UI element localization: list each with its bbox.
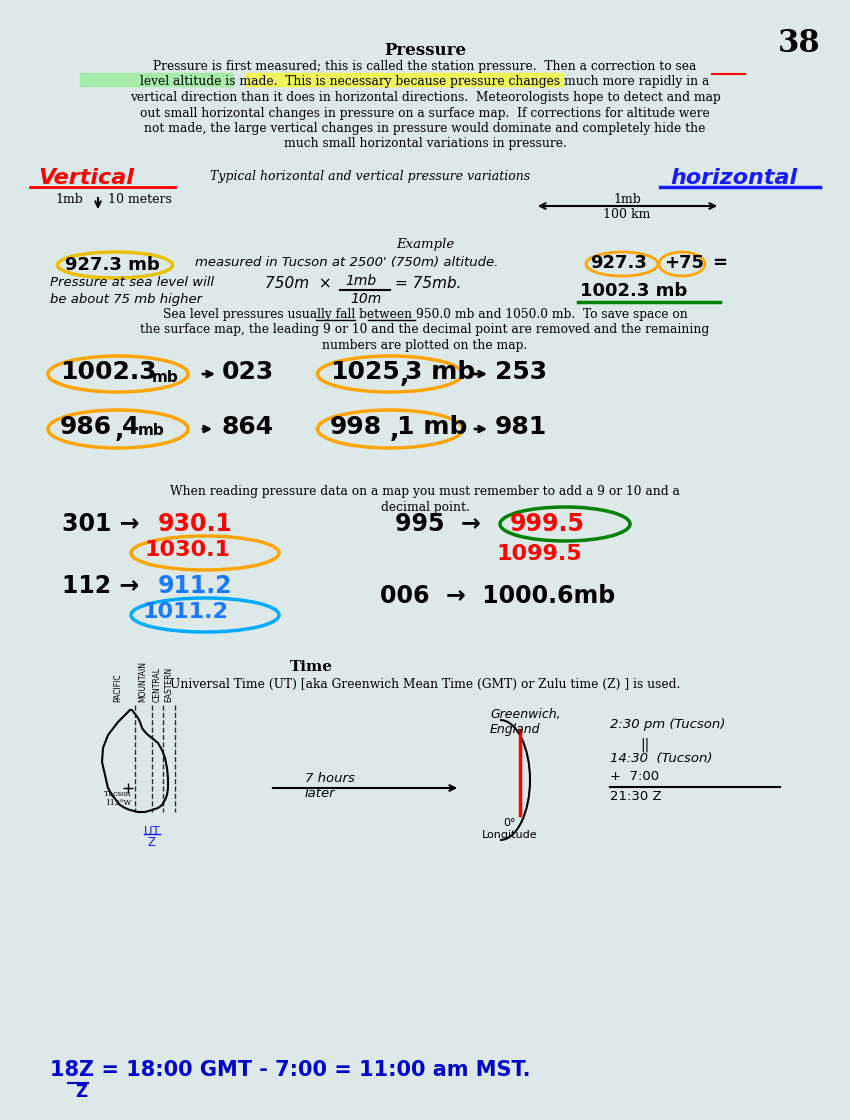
Text: +  7:00: + 7:00 xyxy=(610,771,659,783)
Bar xyxy=(245,73,563,86)
Text: much small horizontal variations in pressure.: much small horizontal variations in pres… xyxy=(284,138,566,150)
Text: 14:30  (Tucson): 14:30 (Tucson) xyxy=(610,752,712,765)
Text: Tucson
112°W: Tucson 112°W xyxy=(105,790,132,808)
Text: 986: 986 xyxy=(60,416,112,439)
Text: ,: , xyxy=(400,363,410,388)
Text: 999.5: 999.5 xyxy=(510,512,585,536)
Text: Longitude: Longitude xyxy=(482,830,538,840)
Text: decimal point.: decimal point. xyxy=(381,501,469,513)
Text: 1011.2: 1011.2 xyxy=(143,603,229,622)
Text: horizontal: horizontal xyxy=(670,168,797,188)
Text: 7 hours
later: 7 hours later xyxy=(305,772,354,800)
Text: 10m: 10m xyxy=(350,292,382,306)
Text: Z: Z xyxy=(148,836,156,849)
Text: 927.3 mb: 927.3 mb xyxy=(65,256,160,274)
Text: 1 mb: 1 mb xyxy=(397,416,468,439)
Text: 006  →  1000.6mb: 006 → 1000.6mb xyxy=(380,584,615,608)
Text: 998: 998 xyxy=(330,416,382,439)
Text: Pressure at sea level will
be about 75 mb higher: Pressure at sea level will be about 75 m… xyxy=(50,276,214,306)
Text: 1030.1: 1030.1 xyxy=(145,540,231,560)
Text: not made, the large vertical changes in pressure would dominate and completely h: not made, the large vertical changes in … xyxy=(144,122,705,136)
Text: 253: 253 xyxy=(495,360,547,384)
Text: Time: Time xyxy=(290,660,333,674)
Text: 750m  ×: 750m × xyxy=(265,276,332,291)
Text: 864: 864 xyxy=(222,416,274,439)
Text: mb: mb xyxy=(152,370,178,385)
Text: out small horizontal changes in pressure on a surface map.  If corrections for a: out small horizontal changes in pressure… xyxy=(140,106,710,120)
Text: 981: 981 xyxy=(495,416,547,439)
Text: numbers are plotted on the map.: numbers are plotted on the map. xyxy=(322,339,528,352)
Text: 1025: 1025 xyxy=(330,360,400,384)
Text: Greenwich,
England: Greenwich, England xyxy=(490,708,561,736)
Text: the surface map, the leading 9 or 10 and the decimal point are removed and the r: the surface map, the leading 9 or 10 and… xyxy=(140,324,710,336)
Text: measured in Tucson at 2500' (750m) altitude.: measured in Tucson at 2500' (750m) altit… xyxy=(195,256,498,269)
Text: Sea level pressures usually fall between 950.0 mb and 1050.0 mb.  To save space : Sea level pressures usually fall between… xyxy=(162,308,688,321)
Text: Typical horizontal and vertical pressure variations: Typical horizontal and vertical pressure… xyxy=(210,170,530,183)
Text: +75: +75 xyxy=(664,254,704,272)
Text: Vertical: Vertical xyxy=(38,168,133,188)
Text: Universal Time (UT) [aka Greenwich Mean Time (GMT) or Zulu time (Z) ] is used.: Universal Time (UT) [aka Greenwich Mean … xyxy=(170,678,680,691)
Text: When reading pressure data on a map you must remember to add a 9 or 10 and a: When reading pressure data on a map you … xyxy=(170,485,680,498)
Text: ||: || xyxy=(640,738,649,753)
Bar xyxy=(80,73,233,86)
Text: 18Z = 18:00 GMT - 7:00 = 11:00 am MST.: 18Z = 18:00 GMT - 7:00 = 11:00 am MST. xyxy=(50,1060,530,1080)
Text: Example: Example xyxy=(396,239,454,251)
Text: CENTRAL: CENTRAL xyxy=(152,668,162,702)
Text: 1002.3: 1002.3 xyxy=(60,360,156,384)
Text: 911.2: 911.2 xyxy=(158,573,233,598)
Text: vertical direction than it does in horizontal directions.  Meteorologists hope t: vertical direction than it does in horiz… xyxy=(129,91,720,104)
Text: 1mb: 1mb xyxy=(55,193,82,206)
Text: = 75mb.: = 75mb. xyxy=(395,276,462,291)
Text: 927.3: 927.3 xyxy=(590,254,647,272)
Text: level altitude is made.  This is necessary because pressure changes much more ra: level altitude is made. This is necessar… xyxy=(140,75,710,88)
Text: 3 mb: 3 mb xyxy=(405,360,475,384)
Text: ,: , xyxy=(390,418,400,442)
Text: 112 →: 112 → xyxy=(62,573,139,598)
Text: Z: Z xyxy=(75,1083,87,1101)
Text: mb: mb xyxy=(138,423,165,438)
Text: UT: UT xyxy=(144,825,160,838)
Text: 1099.5: 1099.5 xyxy=(497,544,582,564)
Text: 1mb: 1mb xyxy=(345,274,376,288)
Text: PACIFIC: PACIFIC xyxy=(114,673,122,702)
Text: 995  →: 995 → xyxy=(395,512,481,536)
Text: 930.1: 930.1 xyxy=(158,512,233,536)
Text: 38: 38 xyxy=(778,28,820,59)
Text: 301 →: 301 → xyxy=(62,512,139,536)
Text: 4: 4 xyxy=(122,416,139,439)
Text: 2:30 pm (Tucson): 2:30 pm (Tucson) xyxy=(610,718,725,731)
Text: 1mb: 1mb xyxy=(613,193,641,206)
Text: 0°: 0° xyxy=(504,818,516,828)
Text: Pressure: Pressure xyxy=(384,41,466,59)
Text: 21:30 Z: 21:30 Z xyxy=(610,790,661,803)
Text: 10 meters: 10 meters xyxy=(108,193,172,206)
Text: Pressure is first measured; this is called the station pressure.  Then a correct: Pressure is first measured; this is call… xyxy=(153,60,697,73)
Text: MOUNTAIN: MOUNTAIN xyxy=(139,661,148,702)
Text: 023: 023 xyxy=(222,360,275,384)
Text: EASTERN: EASTERN xyxy=(165,666,173,702)
Text: 100 km: 100 km xyxy=(604,208,651,221)
Text: ,: , xyxy=(115,418,124,442)
Text: =: = xyxy=(712,254,727,272)
Text: 1002.3 mb: 1002.3 mb xyxy=(580,282,688,300)
